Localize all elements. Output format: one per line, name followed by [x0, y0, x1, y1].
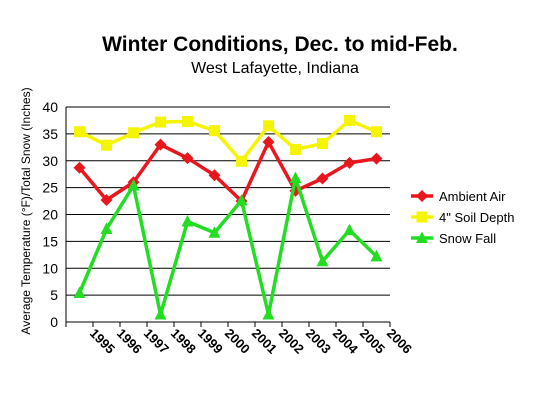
- data-point: [263, 120, 274, 132]
- y-tick-label: 15: [42, 233, 58, 249]
- x-tick-label: 2003: [303, 326, 334, 357]
- data-point: [101, 139, 112, 151]
- x-tick-label: 1999: [195, 326, 226, 357]
- chart-title: Winter Conditions, Dec. to mid-Feb.: [102, 33, 458, 56]
- series-line: [77, 176, 378, 317]
- data-point: [316, 172, 329, 185]
- data-point: [74, 126, 85, 138]
- x-tick-label: 2002: [276, 326, 307, 357]
- x-tick-label: 2005: [357, 326, 388, 357]
- data-point: [73, 161, 86, 174]
- y-tick-label: 0: [50, 314, 58, 330]
- data-point: [181, 152, 194, 165]
- series-4-soil-depth: [74, 114, 382, 167]
- x-tick-label: 1995: [87, 326, 118, 357]
- x-axis-ticks: 1995199619971998199920002001200220032004…: [87, 326, 415, 358]
- y-tick-label: 10: [42, 260, 58, 276]
- data-point: [370, 249, 383, 262]
- x-tick-label: 1997: [141, 326, 172, 357]
- data-point: [235, 194, 248, 206]
- data-point: [128, 127, 139, 139]
- data-point: [262, 135, 275, 148]
- data-point: [100, 222, 113, 235]
- data-point: [289, 171, 302, 183]
- data-point: [416, 231, 428, 243]
- data-point: [370, 152, 383, 165]
- data-point: [154, 307, 167, 320]
- series-ambient-air: [73, 135, 383, 208]
- y-axis-ticks: 0 5 10 15 20 25 30 35 40: [42, 99, 58, 330]
- y-tick-label: 25: [42, 180, 58, 196]
- legend-item: 4" Soil Depth: [411, 210, 514, 225]
- y-tick-label: 35: [42, 126, 58, 142]
- x-tick-label: 2001: [249, 326, 280, 357]
- series-snow-fall: [73, 171, 383, 320]
- y-tick-label: 5: [50, 287, 58, 303]
- data-point: [262, 307, 275, 320]
- data-point: [127, 178, 140, 191]
- chart-subtitle: West Lafayette, Indiana: [191, 60, 359, 77]
- data-point: [209, 125, 220, 137]
- data-point: [154, 138, 167, 151]
- x-tick-label: 2000: [222, 326, 253, 357]
- y-axis-label: Average Temperature (°F)/Total Snow (Inc…: [19, 87, 33, 334]
- axes: [65, 107, 391, 327]
- legend-item: Ambient Air: [411, 189, 506, 204]
- series-line: [78, 118, 378, 164]
- x-tick-label: 2006: [384, 326, 415, 357]
- data-point: [208, 169, 221, 182]
- data-point: [371, 126, 382, 138]
- x-tick-label: 1996: [114, 326, 145, 357]
- y-tick-label: 20: [42, 207, 58, 223]
- series-layer: [73, 114, 383, 320]
- x-tick-label: 1998: [168, 326, 199, 357]
- legend-item: Snow Fall: [411, 231, 496, 246]
- y-tick-label: 40: [42, 99, 58, 115]
- legend-label: Ambient Air: [439, 189, 506, 204]
- legend-label: 4" Soil Depth: [439, 210, 514, 225]
- data-point: [343, 223, 356, 236]
- data-point: [290, 143, 301, 155]
- data-point: [316, 254, 329, 267]
- data-point: [416, 211, 428, 223]
- legend-label: Snow Fall: [439, 231, 496, 246]
- data-point: [73, 286, 86, 298]
- series-line: [78, 140, 377, 203]
- legend: Ambient Air 4" Soil Depth Snow Fall: [411, 189, 514, 246]
- data-point: [182, 116, 193, 128]
- data-point: [208, 226, 221, 238]
- x-tick-label: 2004: [330, 326, 362, 358]
- data-point: [155, 116, 166, 128]
- data-point: [317, 138, 328, 150]
- data-point: [181, 214, 194, 227]
- data-point: [100, 193, 113, 206]
- data-point: [416, 190, 428, 202]
- data-point: [344, 114, 355, 126]
- data-point: [343, 156, 356, 169]
- y-tick-label: 30: [42, 153, 58, 169]
- data-point: [236, 155, 247, 167]
